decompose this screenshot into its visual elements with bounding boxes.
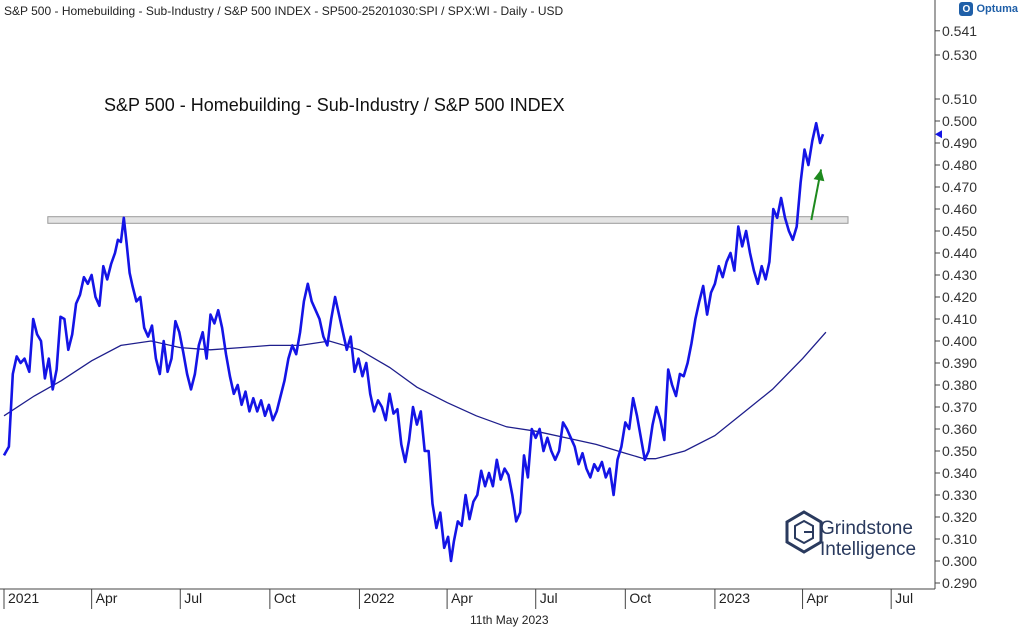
- brand-label: Optuma: [976, 3, 1018, 15]
- y-tick-label: 0.360: [942, 421, 977, 437]
- x-tick-label: Apr: [96, 590, 118, 606]
- y-tick-label: 0.420: [942, 289, 977, 305]
- y-tick-label: 0.340: [942, 465, 977, 481]
- y-tick-label: 0.510: [942, 91, 977, 107]
- y-tick-label: 0.430: [942, 267, 977, 283]
- y-tick-label: 0.490: [942, 135, 977, 151]
- logo-line2: Intelligence: [820, 539, 916, 560]
- x-tick-label: Apr: [807, 590, 829, 606]
- y-tick-label: 0.390: [942, 355, 977, 371]
- brand[interactable]: O Optuma: [959, 2, 1018, 16]
- y-tick-label: 0.320: [942, 509, 977, 525]
- y-tick-label: 0.330: [942, 487, 977, 503]
- y-tick-label: 0.530: [942, 47, 977, 63]
- current-value-marker: [935, 130, 942, 139]
- y-axis: 0.541 0.530 0.510 0.500 0.490 0.480 0.470 0.460…: [935, 23, 977, 591]
- y-tick-label: 0.440: [942, 245, 977, 261]
- y-tick-label: 0.410: [942, 311, 977, 327]
- x-tick-label: Jul: [540, 590, 558, 606]
- y-tick-label: 0.370: [942, 399, 977, 415]
- y-tick-label: 0.350: [942, 443, 977, 459]
- trend-arrow-group: [810, 169, 825, 221]
- y-tick-label: 0.400: [942, 333, 977, 349]
- trend-arrow-head: [813, 169, 825, 182]
- x-tick-label: Oct: [629, 590, 651, 606]
- resistance-band-group: [47, 216, 849, 224]
- moving-average-line: [3, 331, 827, 460]
- x-tick-label: 2021: [8, 590, 39, 606]
- x-tick-label: Jul: [184, 590, 202, 606]
- x-axis: 2021 Apr Jul Oct 2022 Apr Jul Oct 2023 Apr Jul: [3, 589, 913, 609]
- grindstone-hexagon-icon: [785, 510, 823, 554]
- header-title: S&P 500 - Homebuilding - Sub-Industry / …: [4, 4, 564, 18]
- moving-average-group: [3, 331, 827, 460]
- y-tick-label: 0.310: [942, 531, 977, 547]
- optuma-logo-icon: O: [959, 2, 974, 16]
- y-tick-label: 0.541: [942, 23, 977, 39]
- x-tick-label: Apr: [451, 590, 473, 606]
- y-tick-label: 0.380: [942, 377, 977, 393]
- price-ratio-line: [2, 121, 825, 563]
- chart-title: S&P 500 - Homebuilding - Sub-Industry / …: [104, 95, 565, 115]
- x-tick-label: Oct: [274, 590, 296, 606]
- x-tick-label: 2023: [719, 590, 750, 606]
- chart-header: S&P 500 - Homebuilding - Sub-Industry / …: [0, 0, 1024, 22]
- y-tick-label: 0.450: [942, 223, 977, 239]
- y-tick-label: 0.470: [942, 179, 977, 195]
- price-line-group: [2, 121, 825, 563]
- y-tick-label: 0.500: [942, 113, 977, 129]
- x-tick-label: 2022: [363, 590, 394, 606]
- y-tick-label: 0.460: [942, 201, 977, 217]
- y-tick-label: 0.480: [942, 157, 977, 173]
- logo-line1: Grindstone: [820, 518, 913, 539]
- y-tick-label: 0.300: [942, 553, 977, 569]
- grindstone-logo: Grindstone Intelligence: [785, 510, 916, 560]
- footer-date: 11th May 2023: [470, 613, 549, 627]
- y-tick-label: 0.290: [942, 575, 977, 591]
- resistance-band: [47, 216, 849, 224]
- x-tick-label: Jul: [895, 590, 913, 606]
